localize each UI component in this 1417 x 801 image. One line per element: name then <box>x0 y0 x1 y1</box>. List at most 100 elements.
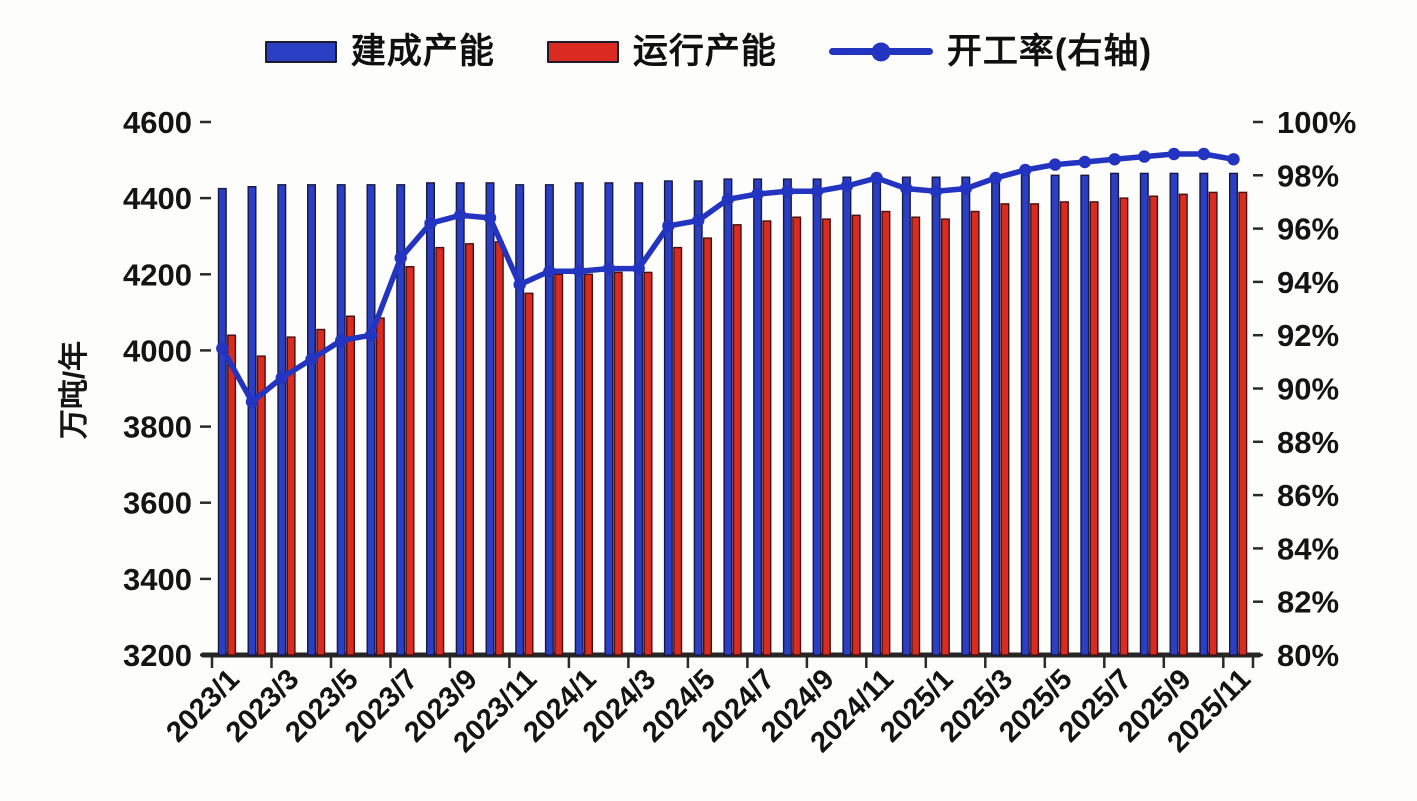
bar-built-2023/8 <box>426 182 436 656</box>
y-axis-left-label-4200: 4200 <box>123 257 192 292</box>
bar-running-2025/6 <box>1089 201 1099 656</box>
bar-built-2023/6 <box>366 184 376 656</box>
bar-running-2023/3 <box>286 336 296 656</box>
rate-marker-2025/11 <box>1227 153 1240 166</box>
operating-rate-dot-icon <box>871 42 891 61</box>
rate-marker-2024/10 <box>840 179 854 193</box>
bar-built-2024/12 <box>901 176 911 656</box>
bar-built-2025/11 <box>1228 172 1238 656</box>
legend: 建成产能 运行产能 开工率(右轴) <box>0 34 1417 69</box>
bar-running-2024/5 <box>703 237 713 656</box>
y-axis-left-label-4600: 4600 <box>123 105 192 140</box>
rate-marker-2024/6 <box>721 193 735 206</box>
y-axis-title: 万吨/年 <box>58 341 91 439</box>
bar-built-2025/1 <box>931 176 941 656</box>
legend-label-running-capacity: 运行产能 <box>632 32 777 71</box>
rate-marker-2025/9 <box>1167 147 1181 161</box>
bar-built-2024/2 <box>604 182 614 656</box>
rate-marker-2025/8 <box>1138 150 1151 163</box>
rate-marker-2024/4 <box>662 219 675 233</box>
bar-running-2025/10 <box>1208 191 1218 656</box>
bar-built-2023/10 <box>485 182 495 656</box>
bar-built-2023/1 <box>217 187 227 656</box>
rate-marker-2023/5 <box>335 334 348 347</box>
legend-item-operating-rate: 开工率(右轴) <box>828 34 1152 69</box>
bar-running-2023/10 <box>494 241 504 656</box>
rate-marker-2023/6 <box>364 329 378 342</box>
rate-marker-2023/3 <box>275 371 288 384</box>
bar-built-2023/5 <box>336 184 346 656</box>
bar-built-2023/2 <box>247 185 257 656</box>
bar-running-2025/11 <box>1238 191 1248 656</box>
rate-marker-2023/8 <box>424 217 437 230</box>
bar-built-2024/5 <box>693 180 703 656</box>
bar-running-2024/10 <box>851 214 861 656</box>
bar-built-2025/2 <box>961 176 971 656</box>
bar-built-2025/7 <box>1110 172 1120 656</box>
rate-marker-2023/7 <box>394 251 407 265</box>
y-axis-right-label-96: 96% <box>1277 212 1339 247</box>
bar-running-2023/6 <box>375 317 385 656</box>
bar-running-2025/3 <box>1000 203 1010 656</box>
legend-label-built-capacity: 建成产能 <box>350 32 495 71</box>
rate-marker-2025/4 <box>1019 163 1032 177</box>
y-axis-right-label-80: 80% <box>1277 638 1339 673</box>
y-axis-left-label-3200: 3200 <box>123 638 192 673</box>
bar-running-2023/5 <box>346 315 356 656</box>
rate-marker-2025/10 <box>1197 147 1211 161</box>
y-axis-right-label-90: 90% <box>1277 372 1339 407</box>
bar-running-2024/12 <box>911 216 921 656</box>
rate-marker-2024/3 <box>632 262 645 275</box>
rate-marker-2023/10 <box>483 211 497 225</box>
y-axis-right-label-100: 100% <box>1277 105 1356 140</box>
bar-running-2025/4 <box>1030 203 1040 656</box>
rate-marker-2025/6 <box>1078 155 1092 169</box>
y-axis-right-label-82: 82% <box>1277 585 1339 620</box>
bar-built-2025/6 <box>1080 174 1090 656</box>
bar-built-2024/7 <box>753 178 763 656</box>
rate-marker-2024/9 <box>810 185 824 198</box>
rate-marker-2025/5 <box>1048 158 1062 171</box>
bar-running-2023/7 <box>405 266 415 656</box>
rate-marker-2025/7 <box>1108 153 1121 166</box>
bar-built-2025/5 <box>1050 174 1060 656</box>
bar-running-2024/7 <box>762 220 772 656</box>
bar-built-2025/8 <box>1139 172 1149 656</box>
y-axis-right-label-92: 92% <box>1277 318 1339 353</box>
rate-marker-2024/7 <box>751 187 764 201</box>
bar-built-2023/12 <box>544 184 554 656</box>
bar-running-2024/11 <box>881 210 891 656</box>
bar-built-2025/9 <box>1169 172 1179 656</box>
rate-marker-2024/8 <box>781 185 794 198</box>
bar-running-2024/6 <box>732 224 742 656</box>
bar-running-2023/1 <box>227 334 237 656</box>
bar-built-2024/9 <box>812 178 822 656</box>
bar-running-2023/2 <box>256 355 266 656</box>
bar-built-2024/11 <box>872 176 882 656</box>
bar-built-2023/9 <box>455 182 465 656</box>
bar-built-2025/10 <box>1199 172 1209 656</box>
bar-running-2024/8 <box>792 216 802 656</box>
bar-running-2024/2 <box>613 271 623 656</box>
rate-marker-2023/11 <box>513 278 526 291</box>
rate-marker-2023/9 <box>454 209 467 222</box>
bar-built-2023/7 <box>396 184 406 656</box>
rate-marker-2025/1 <box>929 185 943 198</box>
rate-marker-2024/11 <box>870 171 883 185</box>
bar-built-2024/3 <box>634 182 644 656</box>
bar-built-2024/4 <box>663 180 673 656</box>
bar-running-2025/8 <box>1149 195 1159 656</box>
bar-running-2024/4 <box>673 246 683 656</box>
y-axis-right-label-94: 94% <box>1277 265 1339 300</box>
bar-built-2025/3 <box>991 174 1001 656</box>
legend-item-running-capacity: 运行产能 <box>546 32 777 71</box>
bar-built-2024/1 <box>574 182 584 656</box>
bar-built-2023/11 <box>515 184 525 656</box>
y-axis-right-label-98: 98% <box>1277 158 1339 193</box>
rate-marker-2023/12 <box>543 265 556 278</box>
bar-running-2025/1 <box>940 218 950 656</box>
y-axis-left-label-4000: 4000 <box>123 333 192 368</box>
bar-built-2024/8 <box>782 178 792 656</box>
